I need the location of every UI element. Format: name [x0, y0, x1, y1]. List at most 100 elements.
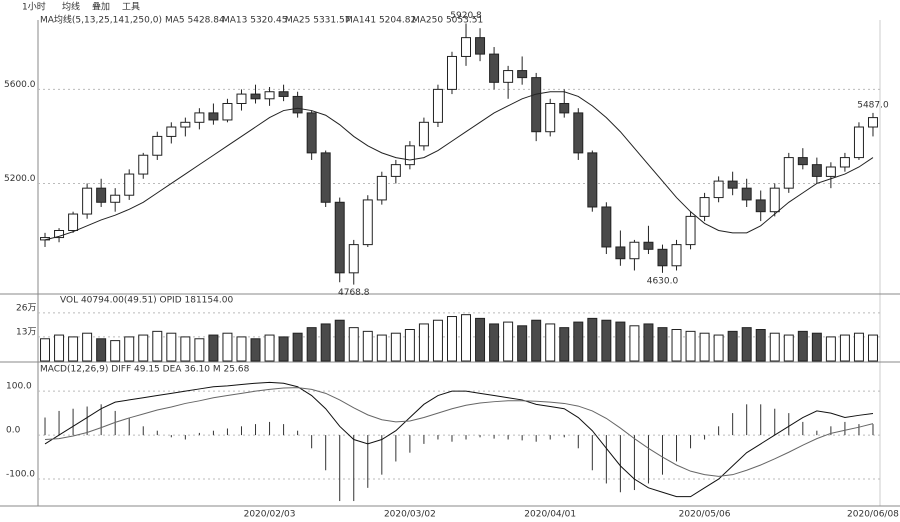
- candle-body: [573, 112, 584, 154]
- toolbar-item[interactable]: 均线: [62, 1, 80, 13]
- candle-body: [306, 112, 317, 154]
- candle-body: [685, 215, 696, 246]
- dea-line: [44, 387, 874, 477]
- candle-body: [839, 157, 850, 168]
- volume-bar: [825, 336, 836, 362]
- volume-bar: [699, 332, 710, 362]
- volume-bar: [629, 325, 640, 362]
- candle-body: [741, 187, 752, 201]
- volume-bar: [446, 316, 457, 362]
- candle-body: [250, 93, 261, 100]
- volume-bar: [138, 334, 149, 362]
- candle-body: [54, 229, 65, 239]
- volume-bar: [811, 332, 822, 362]
- volume-bar: [54, 334, 65, 362]
- candle-body: [713, 180, 724, 199]
- volume-bar: [559, 327, 570, 362]
- candle-body: [320, 152, 331, 203]
- volume-bar: [517, 325, 528, 362]
- volume-bar: [531, 319, 542, 362]
- candle-body: [629, 241, 640, 260]
- toolbar-item[interactable]: 工具: [122, 2, 140, 13]
- volume-bar: [503, 321, 514, 362]
- volume-bar: [853, 332, 864, 362]
- candle-body: [432, 88, 443, 123]
- volume-bar: [166, 332, 177, 362]
- volume-bar: [418, 323, 429, 362]
- candle-body: [96, 187, 107, 203]
- volume-bar: [348, 327, 359, 362]
- volume-bar: [376, 334, 387, 362]
- candle-body: [559, 102, 570, 114]
- volume-bar: [545, 323, 556, 362]
- candle-body: [292, 95, 303, 114]
- volume-bar: [783, 334, 794, 362]
- volume-bar: [587, 317, 598, 362]
- volume-bar: [40, 338, 51, 362]
- volume-bar: [573, 321, 584, 362]
- volume-bar: [769, 332, 780, 362]
- volume-bar: [68, 336, 79, 362]
- toolbar-item[interactable]: 1小时: [22, 1, 46, 13]
- candle-body: [657, 248, 668, 267]
- diff-line: [44, 381, 874, 498]
- candle-body: [222, 102, 233, 121]
- volume-bar: [124, 336, 135, 362]
- x-tick-label: 2020/06/08: [847, 510, 899, 520]
- candle-body: [671, 244, 682, 267]
- volume-bar: [657, 327, 668, 362]
- volume-bar: [839, 334, 850, 362]
- candle-body: [180, 121, 191, 128]
- volume-bar: [461, 314, 472, 362]
- legend-item: MA25 5331.57: [285, 16, 350, 26]
- candle-body: [404, 145, 415, 166]
- macd-header: MACD(12,26,9) DIFF 49.15 DEA 36.10 M 25.…: [40, 365, 250, 375]
- candle-body: [545, 102, 556, 133]
- candle-body: [643, 241, 654, 250]
- legend-item: MA141 5204.82: [345, 16, 416, 26]
- volume-bar: [615, 321, 626, 362]
- candle-body: [783, 157, 794, 189]
- candle-body: [755, 199, 766, 213]
- volume-bar: [96, 338, 107, 362]
- volume-bar: [432, 319, 443, 362]
- candle-body: [348, 244, 359, 274]
- candle-body: [138, 154, 149, 175]
- ma-line: [44, 91, 874, 241]
- candle-body: [587, 152, 598, 208]
- volume-bar: [110, 340, 121, 362]
- volume-bar: [867, 334, 878, 362]
- candle-body: [124, 173, 135, 196]
- toolbar-item[interactable]: 叠加: [92, 2, 110, 13]
- volume-bar: [475, 317, 486, 362]
- candle-body: [68, 213, 79, 231]
- volume-bar: [222, 332, 233, 362]
- legend-item: MA13 5320.45: [222, 16, 287, 26]
- volume-bar: [741, 327, 752, 362]
- volume-bar: [320, 323, 331, 362]
- candle-body: [390, 164, 401, 177]
- x-tick-label: 2020/05/06: [679, 510, 731, 520]
- x-tick-label: 2020/02/03: [244, 510, 296, 520]
- candle-body: [194, 112, 205, 123]
- legend-title: MA均线(5,13,25,141,250,0): [40, 14, 162, 26]
- volume-bar: [82, 332, 93, 362]
- candle-body: [334, 201, 345, 274]
- volume-bar: [713, 334, 724, 362]
- price-annotation: 5487.0: [857, 100, 889, 110]
- volume-bar: [797, 330, 808, 362]
- volume-bar: [264, 334, 275, 362]
- y-tick-label: 5600.0: [4, 80, 36, 90]
- candle-body: [797, 157, 808, 166]
- candle-body: [727, 180, 738, 189]
- candle-body: [699, 197, 710, 217]
- volume-bar: [250, 338, 261, 362]
- legend-item: MA250 5053.51: [412, 16, 483, 26]
- candle-body: [811, 164, 822, 177]
- candle-body: [264, 91, 275, 100]
- volume-bar: [152, 330, 163, 362]
- x-tick-label: 2020/03/02: [384, 510, 436, 520]
- volume-bar: [643, 323, 654, 362]
- volume-bar: [755, 329, 766, 362]
- candle-body: [601, 206, 612, 248]
